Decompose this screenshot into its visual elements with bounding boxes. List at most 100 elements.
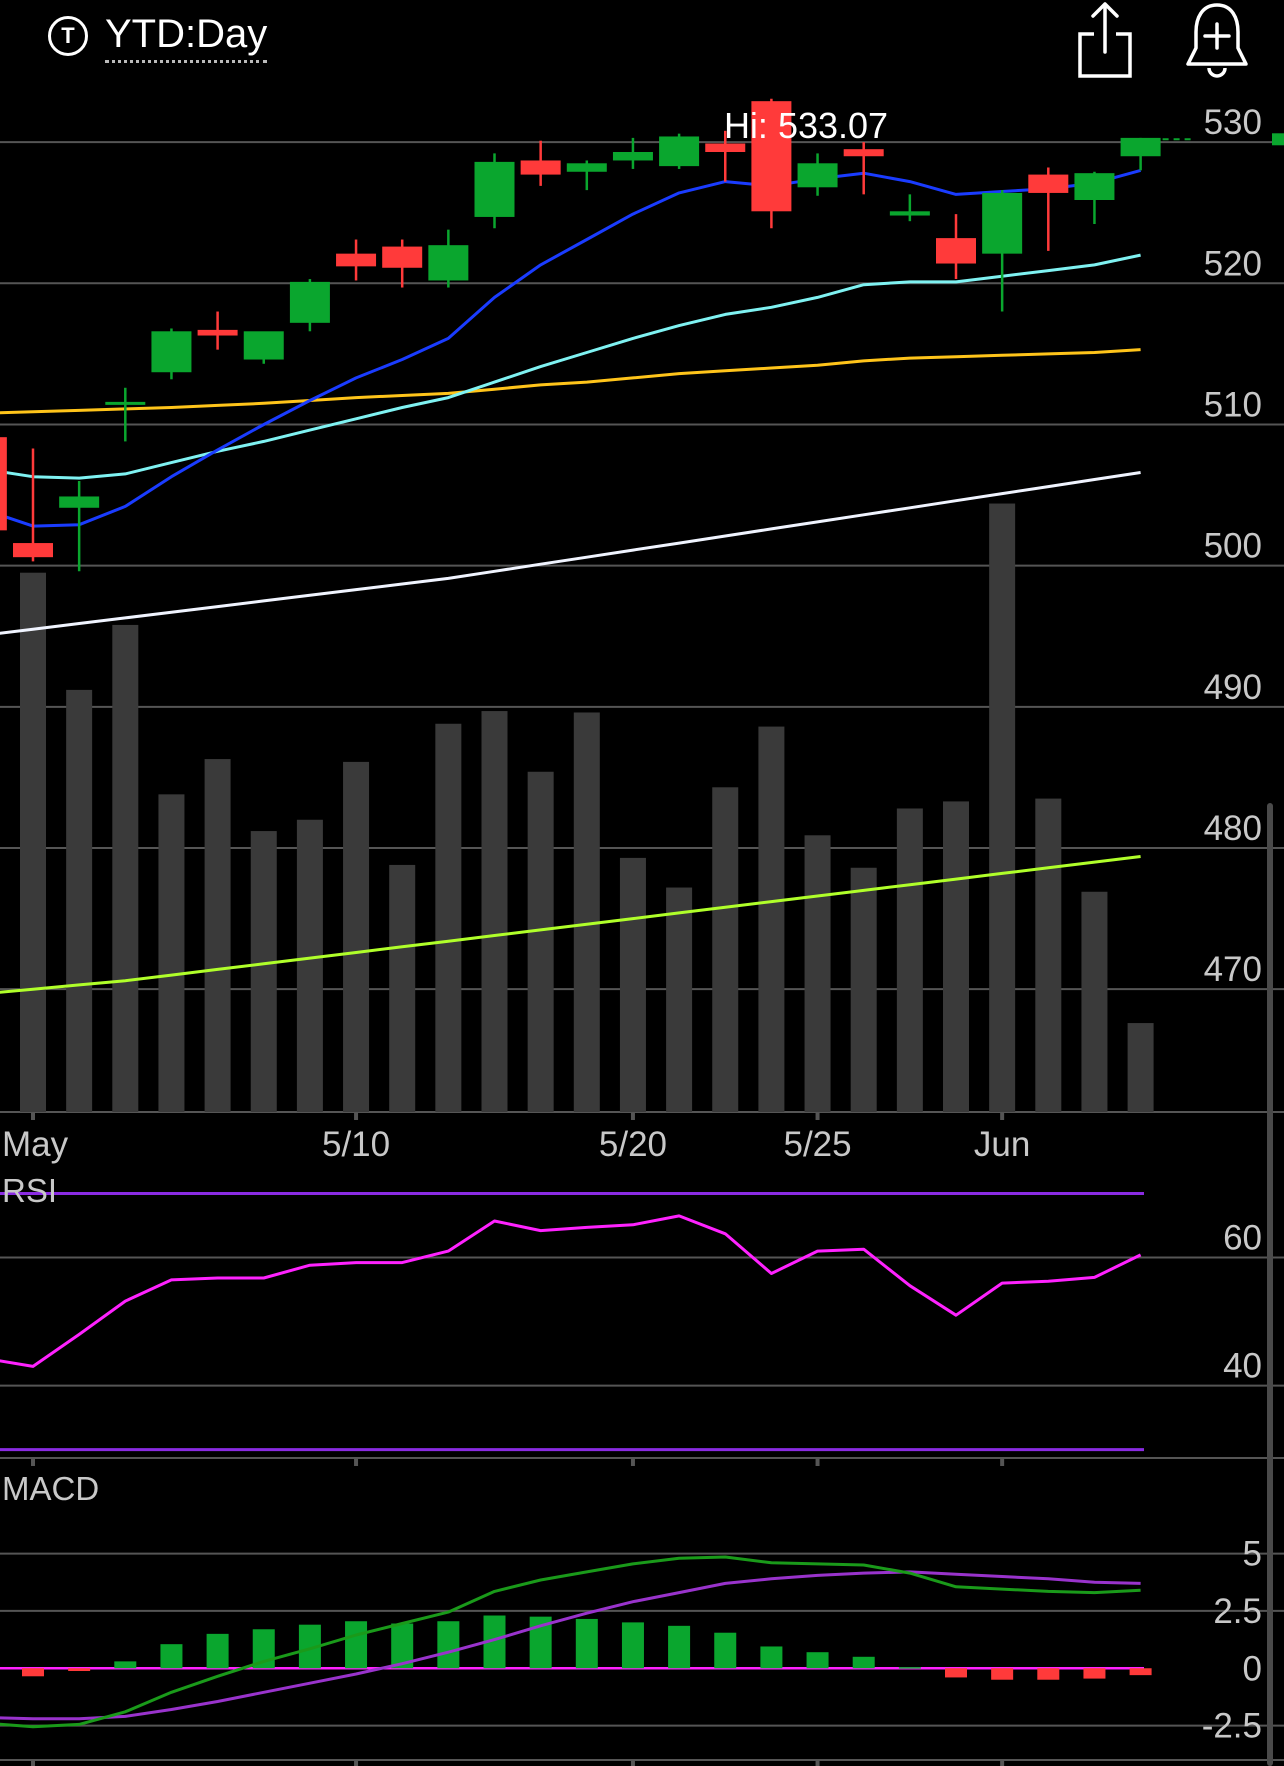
candle-body bbox=[336, 253, 377, 267]
macd-histogram-bar bbox=[991, 1668, 1014, 1680]
header-bar: T YTD:Day bbox=[0, 0, 1284, 80]
macd-histogram-bar bbox=[760, 1646, 783, 1669]
candle-body bbox=[889, 211, 930, 216]
candle[interactable] bbox=[889, 194, 930, 222]
macd-histogram-bar bbox=[22, 1668, 44, 1677]
price-tick-label: 490 bbox=[1204, 668, 1262, 707]
candle[interactable] bbox=[243, 331, 284, 364]
rsi-tick-label: 40 bbox=[1223, 1347, 1262, 1386]
macd-histogram-bar bbox=[714, 1632, 737, 1669]
candle[interactable] bbox=[151, 328, 192, 380]
macd-line bbox=[0, 1555, 1141, 1729]
candle[interactable] bbox=[197, 311, 238, 350]
macd-histogram-bar bbox=[621, 1622, 644, 1669]
macd-histogram-bar bbox=[806, 1652, 829, 1669]
volume-ma-line bbox=[0, 855, 1141, 994]
volume-bar bbox=[989, 503, 1016, 1112]
candle[interactable] bbox=[1074, 171, 1115, 224]
candle-body bbox=[474, 161, 515, 217]
price-tick-label: 480 bbox=[1204, 809, 1262, 848]
rsi-line bbox=[0, 1214, 1142, 1368]
candle-body bbox=[151, 331, 192, 373]
volume-bar bbox=[204, 759, 231, 1112]
volume-bar bbox=[389, 864, 416, 1112]
high-price-label: Hi: 533.07 bbox=[724, 105, 888, 146]
range-selector[interactable]: YTD:Day bbox=[105, 10, 268, 63]
scrollbar[interactable] bbox=[1267, 803, 1273, 1766]
add-alert-button[interactable] bbox=[1182, 0, 1252, 80]
candle-body bbox=[566, 163, 607, 172]
candle[interactable] bbox=[13, 448, 53, 562]
price-tick-label: 500 bbox=[1204, 527, 1262, 566]
candle[interactable] bbox=[843, 142, 884, 195]
candle-body bbox=[0, 437, 7, 531]
candle[interactable] bbox=[336, 239, 377, 281]
candle[interactable] bbox=[59, 480, 100, 572]
candle-body bbox=[843, 149, 884, 157]
candle[interactable] bbox=[428, 229, 469, 288]
candle[interactable] bbox=[982, 190, 1023, 312]
volume-bar bbox=[850, 867, 877, 1112]
candle[interactable] bbox=[751, 98, 792, 229]
macd-histogram-bar bbox=[529, 1616, 552, 1669]
macd-histogram-bar bbox=[668, 1625, 691, 1669]
candle-body bbox=[197, 329, 238, 336]
volume-bar bbox=[1081, 891, 1108, 1112]
sma-slow-line bbox=[0, 348, 1141, 415]
candle-body bbox=[13, 543, 53, 558]
share-icon bbox=[1078, 2, 1132, 78]
volume-bar bbox=[66, 689, 93, 1112]
candle[interactable] bbox=[612, 137, 653, 169]
volume-bar bbox=[112, 624, 139, 1112]
candle[interactable] bbox=[520, 140, 561, 186]
volume-bar bbox=[666, 887, 693, 1112]
candle[interactable] bbox=[659, 133, 700, 169]
candle-body bbox=[1120, 137, 1161, 157]
candle[interactable] bbox=[382, 239, 423, 288]
macd-histogram-bar bbox=[114, 1661, 137, 1669]
volume-bar bbox=[758, 726, 785, 1112]
volume-bar bbox=[712, 787, 739, 1112]
macd-histogram-bar bbox=[1037, 1668, 1060, 1680]
ticker-badge-icon[interactable]: T bbox=[48, 16, 88, 56]
macd-tick-label: 2.5 bbox=[1213, 1592, 1262, 1631]
macd-tick-label: 5 bbox=[1243, 1535, 1262, 1574]
candle[interactable] bbox=[105, 387, 146, 442]
volume-bar bbox=[435, 723, 462, 1112]
volume-bar bbox=[296, 819, 323, 1112]
macd-panel-title: MACD bbox=[2, 1470, 99, 1507]
volume-bar bbox=[896, 808, 923, 1112]
date-tick-label: 5/10 bbox=[322, 1125, 390, 1164]
candle-body bbox=[612, 152, 653, 161]
candle[interactable] bbox=[705, 130, 746, 182]
candle[interactable] bbox=[1120, 137, 1161, 171]
volume-bar bbox=[481, 711, 508, 1112]
candlesticks[interactable] bbox=[0, 98, 1161, 572]
date-tick-label: 5/20 bbox=[599, 1125, 667, 1164]
macd-histogram-bar bbox=[345, 1621, 368, 1669]
macd-histogram-bar bbox=[575, 1618, 598, 1669]
macd-tick-label: -2.5 bbox=[1202, 1707, 1262, 1746]
candle-body bbox=[982, 192, 1023, 254]
candle[interactable] bbox=[566, 160, 607, 191]
candle-body bbox=[382, 246, 423, 268]
rsi-tick-label: 60 bbox=[1223, 1219, 1262, 1258]
volume-bar bbox=[20, 572, 46, 1112]
candle-body bbox=[105, 401, 146, 405]
candle[interactable] bbox=[797, 153, 838, 196]
macd-histogram-bar bbox=[852, 1656, 875, 1669]
candle-body bbox=[243, 331, 284, 360]
candle-body bbox=[797, 163, 838, 188]
volume-bar bbox=[1127, 1023, 1154, 1112]
macd-histogram-bar bbox=[68, 1668, 91, 1672]
volume-bars bbox=[20, 503, 1154, 1680]
share-button[interactable] bbox=[1074, 0, 1136, 80]
price-tick-label: 530 bbox=[1204, 103, 1262, 142]
candle[interactable] bbox=[936, 214, 976, 280]
candle[interactable] bbox=[289, 279, 330, 332]
volume-bar bbox=[619, 857, 646, 1112]
candle[interactable] bbox=[474, 153, 515, 229]
rsi-panel-title: RSI bbox=[2, 1172, 57, 1209]
candle[interactable] bbox=[1028, 167, 1069, 251]
candle[interactable] bbox=[0, 413, 7, 533]
